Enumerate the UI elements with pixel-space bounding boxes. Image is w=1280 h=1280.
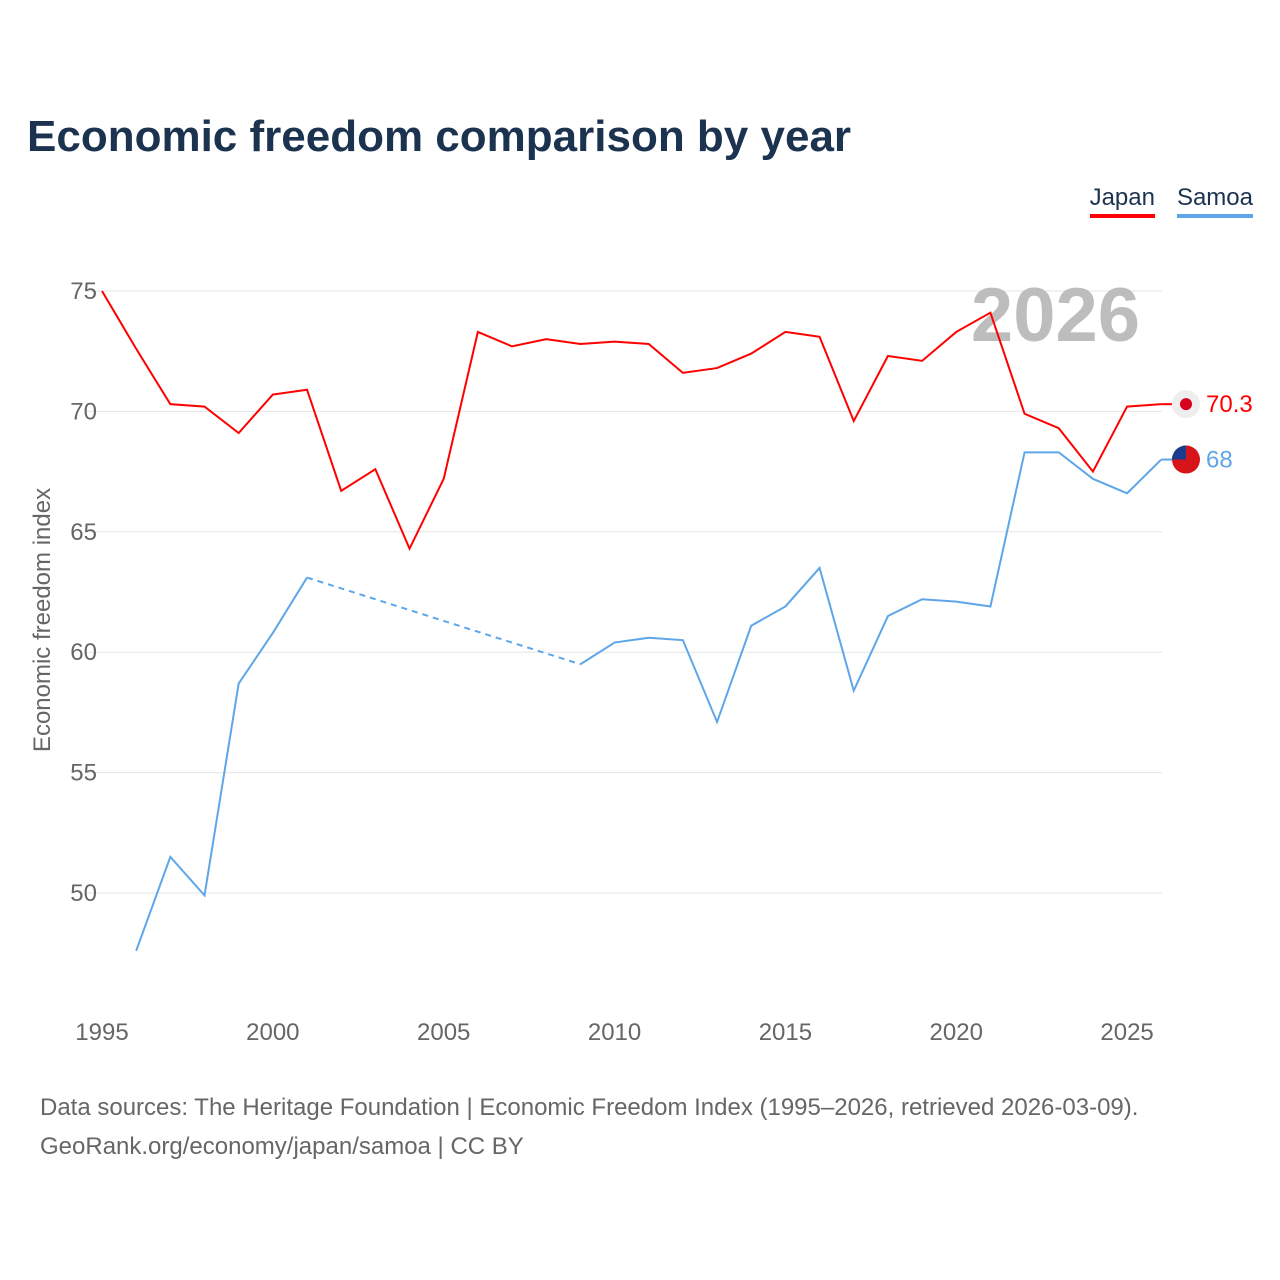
x-tick-label: 2025 bbox=[1100, 1019, 1153, 1046]
chart-title: Economic freedom comparison by year bbox=[27, 112, 852, 161]
x-tick-label: 2010 bbox=[588, 1019, 641, 1046]
series-line-japan bbox=[101, 290, 1162, 552]
gap-line-samoa bbox=[306, 576, 581, 666]
y-tick-label: 50 bbox=[70, 880, 97, 907]
legend: Japan Samoa bbox=[1089, 184, 1253, 218]
end-label-samoa: 68 bbox=[1206, 447, 1233, 474]
source-line-1: Data sources: The Heritage Foundation | … bbox=[40, 1094, 1139, 1121]
x-tick-label: 2015 bbox=[759, 1019, 812, 1046]
japan-flag-dot bbox=[1180, 398, 1192, 411]
year-watermark: 2026 bbox=[971, 273, 1140, 358]
x-tick-label: 1995 bbox=[75, 1019, 128, 1046]
x-tick-label: 2020 bbox=[930, 1019, 983, 1046]
end-label-japan: 70.3 bbox=[1206, 391, 1253, 418]
x-tick-label: 2005 bbox=[417, 1019, 470, 1046]
source-line-2: GeoRank.org/economy/japan/samoa | CC BY bbox=[40, 1133, 524, 1160]
series-line-samoa bbox=[579, 451, 1162, 725]
y-tick-label: 70 bbox=[70, 398, 97, 425]
y-tick-label: 60 bbox=[70, 639, 97, 666]
y-tick-label: 55 bbox=[70, 760, 97, 787]
legend-japan[interactable]: Japan bbox=[1089, 184, 1155, 218]
y-tick-label: 65 bbox=[70, 519, 97, 546]
legend-samoa[interactable]: Samoa bbox=[1176, 184, 1253, 218]
x-tick-label: 2000 bbox=[246, 1019, 299, 1046]
y-tick-label: 75 bbox=[70, 278, 97, 305]
y-axis-label: Economic freedom index bbox=[29, 488, 56, 752]
samoa-flag-canton bbox=[1172, 445, 1186, 460]
source-note: Data sources: The Heritage Foundation | … bbox=[40, 1088, 1138, 1166]
series-line-samoa bbox=[135, 577, 308, 952]
